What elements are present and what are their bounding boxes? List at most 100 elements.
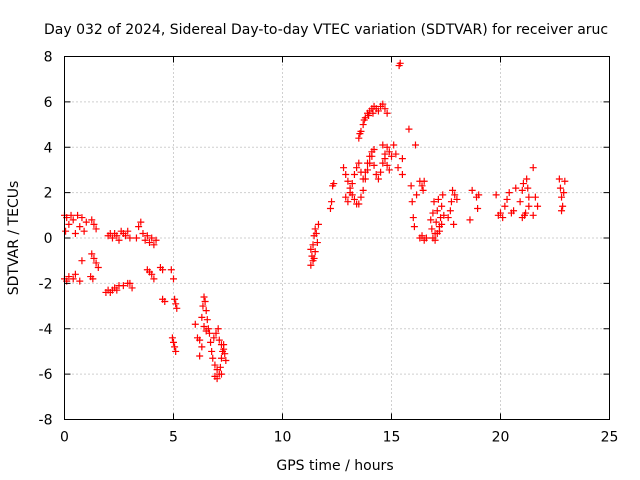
data-point — [69, 216, 77, 224]
data-point — [381, 105, 389, 113]
data-point — [152, 236, 160, 244]
data-point — [434, 195, 442, 203]
data-point — [80, 227, 88, 235]
data-point — [313, 239, 321, 247]
data-point — [440, 211, 448, 219]
data-point — [122, 232, 130, 240]
data-point — [558, 207, 566, 215]
y-tick-label: -2 — [39, 276, 53, 292]
x-tick-label: 20 — [492, 430, 510, 446]
data-point — [344, 177, 352, 185]
data-point — [413, 191, 421, 199]
data-point — [433, 229, 441, 237]
data-point — [171, 343, 179, 351]
data-point — [94, 263, 102, 271]
data-point — [113, 232, 121, 240]
data-point — [419, 186, 427, 194]
data-point — [65, 273, 73, 281]
data-point — [409, 214, 417, 222]
data-point — [501, 202, 509, 210]
data-point — [418, 182, 426, 190]
data-point — [372, 170, 380, 178]
data-point — [369, 109, 377, 117]
data-point — [62, 227, 70, 235]
data-point — [392, 150, 400, 158]
data-point — [561, 177, 569, 185]
y-tick-label: 0 — [44, 231, 53, 247]
data-point — [307, 261, 315, 269]
data-point — [427, 216, 435, 224]
data-point — [344, 198, 352, 206]
data-point — [379, 141, 387, 149]
data-point — [428, 225, 436, 233]
y-axis-tick-labels: -8 -6 -4 -2 0 2 4 6 8 — [39, 50, 53, 429]
data-point — [200, 293, 208, 301]
data-point — [534, 202, 542, 210]
data-point — [314, 220, 322, 228]
data-point — [348, 180, 356, 188]
data-point — [466, 216, 474, 224]
data-point — [381, 155, 389, 163]
data-point — [438, 202, 446, 210]
data-point — [519, 180, 527, 188]
axis-ticks — [64, 56, 610, 420]
data-point — [407, 182, 415, 190]
data-point — [449, 186, 457, 194]
data-point — [525, 202, 533, 210]
data-point — [217, 354, 225, 362]
data-point — [201, 298, 209, 306]
data-point — [410, 223, 418, 231]
data-point — [379, 159, 387, 167]
data-point — [202, 327, 210, 335]
data-point — [518, 186, 526, 194]
data-point — [143, 232, 151, 240]
data-point — [168, 334, 176, 342]
data-point — [150, 241, 158, 249]
data-point — [170, 338, 177, 346]
data-point — [212, 329, 220, 337]
data-point — [310, 254, 318, 262]
data-point — [126, 279, 134, 287]
data-point — [388, 152, 395, 160]
data-point — [398, 155, 406, 163]
data-point — [69, 275, 77, 283]
data-point — [312, 229, 320, 237]
x-axis-label: GPS time / hours — [276, 458, 393, 474]
data-point — [364, 159, 372, 167]
data-point — [74, 211, 82, 219]
data-point — [202, 307, 210, 315]
data-point — [340, 164, 348, 172]
y-tick-label: -6 — [39, 367, 53, 383]
data-point — [220, 345, 228, 353]
data-point — [438, 220, 446, 228]
data-point — [172, 300, 180, 308]
data-point — [394, 164, 402, 172]
data-point — [200, 322, 208, 330]
data-point — [422, 234, 430, 242]
x-tick-label: 25 — [601, 430, 619, 446]
data-point — [368, 148, 376, 156]
data-point — [88, 216, 96, 224]
data-point — [167, 266, 175, 274]
data-point — [82, 218, 90, 226]
data-point — [359, 175, 367, 183]
y-tick-label: 2 — [44, 186, 53, 202]
x-tick-label: 0 — [60, 430, 69, 446]
data-point — [365, 111, 373, 119]
data-point — [213, 375, 221, 383]
data-point — [408, 198, 416, 206]
data-point — [311, 248, 319, 256]
x-tick-label: 5 — [169, 430, 178, 446]
data-point — [208, 347, 216, 355]
data-point — [71, 270, 79, 278]
data-point — [556, 184, 564, 192]
data-point — [512, 184, 520, 192]
chart-title: Day 032 of 2024, Sidereal Day-to-day VTE… — [44, 22, 608, 38]
grid-lines — [64, 56, 610, 420]
data-point — [360, 116, 368, 124]
data-point — [346, 189, 354, 197]
data-point — [503, 195, 511, 203]
data-point — [420, 177, 428, 185]
data-point — [171, 295, 179, 303]
